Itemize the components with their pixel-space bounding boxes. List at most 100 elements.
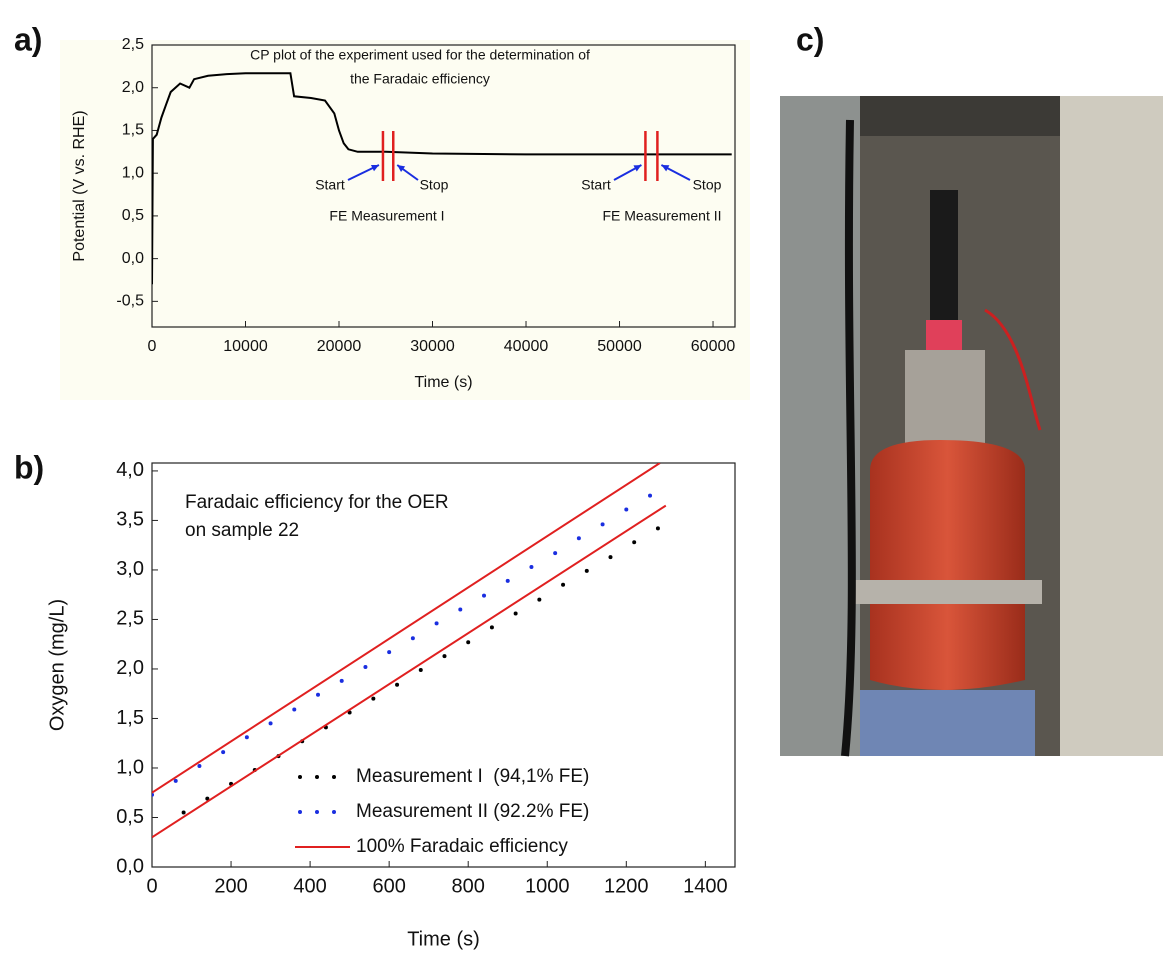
data-point	[529, 564, 534, 569]
x-tick-label: 50000	[597, 338, 642, 355]
data-point	[442, 654, 447, 659]
x-tick-label: 800	[452, 875, 485, 897]
x-tick-label: 10000	[223, 338, 268, 355]
photo	[780, 96, 1163, 757]
photo-cap	[926, 320, 962, 350]
data-point	[205, 796, 210, 801]
y-tick-label: 1,0	[116, 756, 144, 778]
annotation: Faradaic efficiency for the OER	[185, 492, 449, 513]
data-point	[624, 507, 629, 512]
legend-swatch	[315, 810, 319, 814]
y-tick-label: 0,5	[116, 806, 144, 828]
data-point	[387, 650, 392, 655]
legend-label: 100% Faradaic efficiency	[356, 836, 568, 857]
y-tick-label: 3,0	[116, 558, 144, 580]
data-point	[418, 667, 423, 672]
x-axis-label: Time (s)	[407, 928, 480, 950]
data-point	[489, 625, 494, 630]
x-tick-label: 30000	[410, 338, 455, 355]
data-point	[600, 522, 605, 527]
data-point	[181, 810, 186, 815]
annotation: the Faradaic efficiency	[350, 71, 490, 87]
x-tick-label: 1200	[604, 875, 649, 897]
data-point	[466, 640, 471, 645]
y-axis-label: Potential (V vs. RHE)	[71, 110, 88, 261]
photo-clamp	[852, 580, 1042, 604]
y-tick-label: 3,5	[116, 509, 144, 531]
data-line	[152, 72, 732, 285]
arrow-head	[397, 165, 406, 173]
legend-label: Measurement II (92.2% FE)	[356, 801, 589, 822]
y-tick-label: 2,5	[116, 608, 144, 630]
y-tick-label: 1,5	[122, 122, 144, 139]
data-point	[561, 582, 566, 587]
data-point	[584, 568, 589, 573]
data-point	[655, 526, 660, 531]
legend-swatch	[315, 775, 319, 779]
plot-frame	[151, 462, 736, 868]
data-point	[576, 536, 581, 541]
data-point	[316, 692, 321, 697]
y-tick-label: 0,0	[116, 855, 144, 877]
photo-shelf	[860, 96, 1060, 136]
data-point	[608, 555, 613, 560]
arrow-head	[661, 165, 670, 172]
panel-label: b)	[14, 449, 44, 485]
y-tick-label: 1,5	[116, 707, 144, 729]
legend-swatch	[332, 810, 336, 814]
annotation: Stop	[693, 177, 722, 193]
data-point	[197, 764, 202, 768]
legend-swatch	[332, 775, 336, 779]
x-tick-label: 40000	[504, 338, 549, 355]
y-axis-label: Oxygen (mg/L)	[46, 599, 68, 731]
annotation: on sample 22	[185, 520, 299, 541]
legend-label: Measurement I (94,1% FE)	[356, 766, 589, 787]
plot-area	[152, 72, 732, 285]
x-tick-label: 1000	[525, 875, 570, 897]
photo-instrument	[1060, 96, 1163, 756]
x-axis-label: Time (s)	[414, 374, 472, 391]
data-point	[292, 707, 297, 712]
y-tick-label: 2,0	[122, 79, 144, 96]
data-point	[268, 721, 273, 726]
panel-label: c)	[796, 21, 824, 57]
data-point	[482, 593, 487, 598]
data-point	[371, 696, 376, 701]
data-point	[513, 611, 518, 616]
x-tick-label: 20000	[317, 338, 362, 355]
panel-a-background	[60, 40, 750, 400]
x-tick-label: 600	[372, 875, 405, 897]
photo-electrode	[930, 190, 958, 330]
photo-vessel	[870, 440, 1025, 690]
data-point	[395, 682, 400, 687]
data-point	[244, 735, 249, 740]
arrow-head	[370, 165, 379, 172]
data-point	[537, 597, 542, 602]
x-tick-label: 0	[148, 338, 157, 355]
data-point	[648, 493, 653, 498]
x-tick-label: 0	[146, 875, 157, 897]
legend-swatch	[298, 775, 302, 779]
y-tick-label: -0,5	[116, 293, 144, 310]
photo-wire	[984, 308, 1042, 431]
x-tick-label: 400	[293, 875, 326, 897]
annotation: FE Measurement II	[602, 208, 721, 224]
annotation: Start	[315, 177, 345, 193]
data-line	[152, 463, 667, 839]
data-point	[152, 792, 154, 797]
photo-stirrer	[860, 690, 1035, 756]
data-point	[410, 636, 415, 641]
photo-cable	[841, 119, 856, 757]
annotation: Start	[581, 177, 611, 193]
annotation: Stop	[420, 177, 449, 193]
annotation: CP plot of the experiment used for the d…	[250, 47, 590, 63]
data-point	[632, 540, 637, 545]
data-point	[553, 551, 558, 556]
y-tick-label: 1,0	[122, 164, 144, 181]
plot-area	[152, 463, 667, 839]
y-tick-label: 2,0	[116, 657, 144, 679]
data-point	[339, 678, 344, 683]
annotation: FE Measurement I	[329, 208, 444, 224]
